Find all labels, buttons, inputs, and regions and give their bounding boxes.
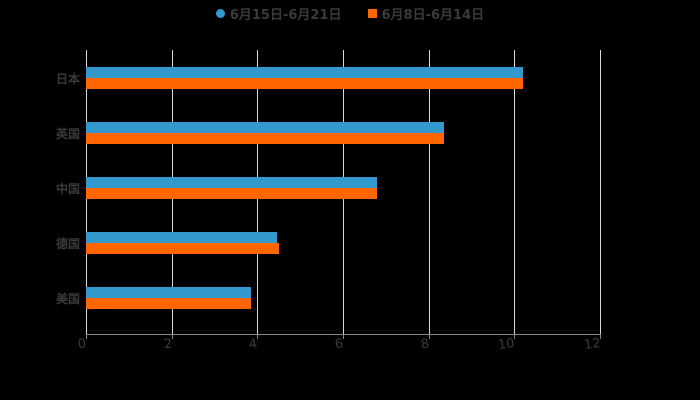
- bar-blue[interactable]: [86, 67, 523, 78]
- category-label: 美国: [46, 290, 80, 307]
- legend-swatch-blue-icon: [216, 9, 225, 18]
- x-tick-label: 10: [497, 336, 515, 353]
- legend-item-series-1[interactable]: 6月15日-6月21日: [216, 4, 342, 22]
- x-tick-label: 12: [583, 336, 601, 353]
- bar-orange[interactable]: [86, 78, 523, 89]
- bar-blue[interactable]: [86, 287, 251, 298]
- bar-orange[interactable]: [86, 298, 251, 309]
- x-axis-line: [86, 334, 601, 335]
- x-tick-label: 8: [420, 336, 430, 352]
- gridline: [429, 50, 430, 334]
- bar-blue[interactable]: [86, 177, 377, 188]
- bar-blue[interactable]: [86, 122, 444, 133]
- gridline: [600, 50, 601, 334]
- gridline: [514, 50, 515, 334]
- category-label: 中国: [46, 180, 80, 197]
- legend-label: 6月15日-6月21日: [230, 4, 342, 23]
- legend-item-series-2[interactable]: 6月8日-6月14日: [368, 4, 485, 22]
- x-tick-label: 2: [163, 336, 173, 352]
- chart-legend: 6月15日-6月21日 6月8日-6月14日: [0, 4, 700, 22]
- bar-orange[interactable]: [86, 188, 377, 199]
- category-label: 日本: [46, 70, 80, 87]
- legend-label: 6月8日-6月14日: [382, 4, 485, 23]
- bar-orange[interactable]: [86, 133, 444, 144]
- category-label: 德国: [46, 235, 80, 252]
- bar-blue[interactable]: [86, 232, 277, 243]
- legend-swatch-orange-icon: [368, 9, 377, 18]
- category-label: 英国: [46, 125, 80, 142]
- bar-orange[interactable]: [86, 243, 279, 254]
